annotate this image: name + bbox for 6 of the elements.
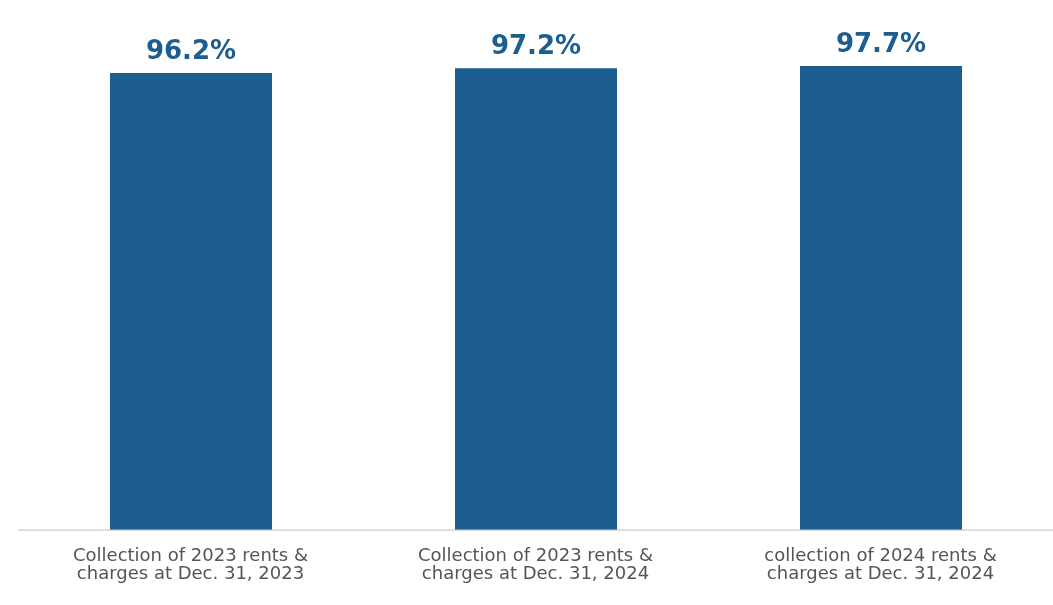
x-tick-label: Collection of 2023 rents & charges at Dec. 31, 2024	[417, 543, 654, 583]
data-label: 96.2%	[145, 35, 237, 66]
data-label: 97.7%	[835, 27, 927, 58]
data-label: 97.2%	[490, 30, 582, 61]
x-tick-label: collection of 2024 rents & charges at Dec. 31, 2024	[764, 543, 997, 583]
x-tick-label: Collection of 2023 rents & charges at Dec. 31, 2023	[72, 543, 309, 583]
